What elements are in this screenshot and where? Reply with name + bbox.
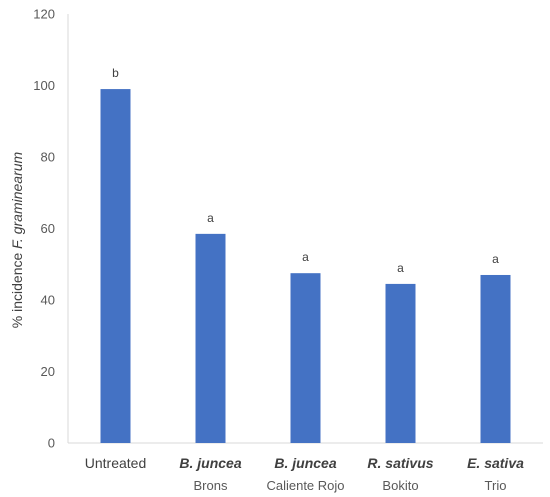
y-tick-label: 40 (41, 293, 55, 308)
bar (290, 273, 321, 443)
significance-letter: a (207, 211, 214, 225)
bar (195, 233, 226, 443)
bar (480, 274, 511, 443)
category-sublabel: Trio (485, 478, 507, 493)
category-label: B. juncea (274, 455, 336, 471)
category-sublabel: Bokito (382, 478, 418, 493)
significance-letter: a (302, 250, 309, 264)
y-tick-label: 120 (33, 7, 55, 22)
significance-letter: a (492, 252, 499, 266)
y-tick-label: 100 (33, 78, 55, 93)
bar (385, 283, 416, 443)
y-tick-label: 60 (41, 221, 55, 236)
y-tick-label: 20 (41, 364, 55, 379)
y-axis-label: % incidence F. graminearum (9, 151, 25, 328)
category-label: Untreated (85, 455, 146, 471)
bars (100, 89, 511, 443)
category-label: R. sativus (367, 455, 433, 471)
category-sublabel: Brons (194, 478, 228, 493)
bar (100, 89, 131, 443)
significance-letter: b (112, 66, 119, 80)
y-tick-label: 0 (48, 436, 55, 451)
category-label: E. sativa (467, 455, 524, 471)
category-sublabel: Caliente Rojo (266, 478, 344, 493)
significance-letters: b a a a a (112, 66, 499, 275)
y-tick-labels: 0 20 40 60 80 100 120 (33, 7, 55, 451)
significance-letter: a (397, 261, 404, 275)
category-labels: Untreated B. juncea Brons B. juncea Caliente… (85, 455, 524, 493)
y-tick-label: 80 (41, 150, 55, 165)
category-label: B. juncea (179, 455, 241, 471)
